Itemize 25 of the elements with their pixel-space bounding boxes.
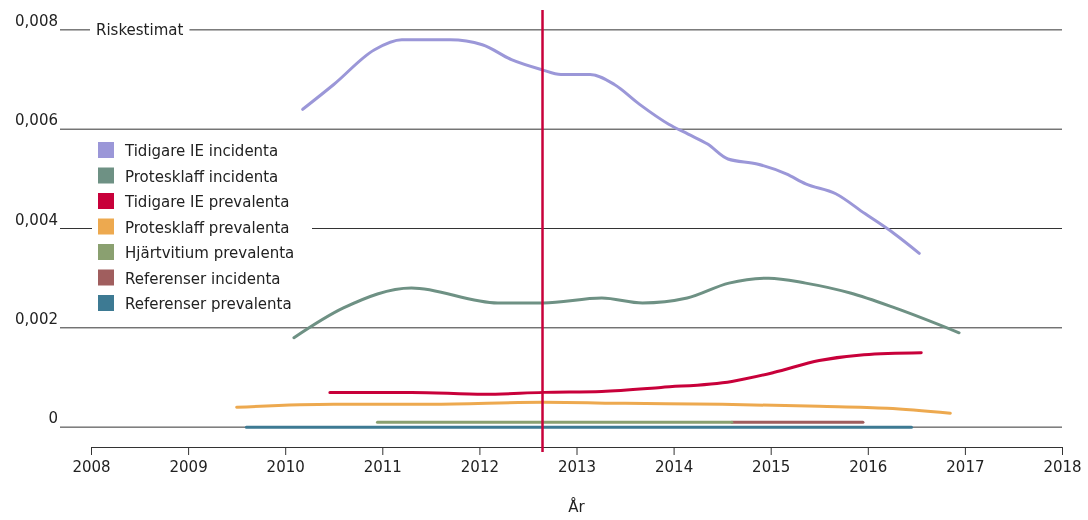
- x-tick-label: 2011: [363, 457, 402, 476]
- y-axis-title: Riskestimat: [96, 20, 184, 39]
- y-tick-label: 0: [48, 409, 58, 428]
- x-tick-label: 2016: [849, 457, 888, 476]
- legend-label: Protesklaff prevalenta: [125, 218, 290, 237]
- legend-label: Referenser prevalenta: [125, 295, 292, 313]
- x-tick-label: 2014: [655, 457, 694, 476]
- y-tick-label: 0,008: [15, 11, 58, 30]
- x-tick-label: 2009: [169, 457, 208, 476]
- legend-label: Tidigare IE prevalenta: [124, 193, 290, 211]
- x-tick-label: 2018: [1043, 457, 1082, 476]
- x-tick-label: 2013: [557, 457, 597, 476]
- y-tick-label: 0,004: [15, 210, 58, 229]
- legend-label: Tidigare IE incidenta: [124, 142, 279, 160]
- legend-label: Protesklaff incidenta: [125, 167, 279, 186]
- y-tick-label: 0,006: [15, 111, 58, 130]
- x-tick-label: 2012: [460, 457, 499, 476]
- legend-label: Hjärtvitium prevalenta: [125, 244, 295, 262]
- y-tick-label: 0,002: [15, 309, 58, 328]
- x-axis-title: År: [568, 497, 586, 516]
- x-tick-label: 2008: [72, 457, 111, 476]
- x-tick-label: 2010: [266, 457, 305, 476]
- x-tick-label: 2017: [946, 457, 985, 476]
- legend-label: Referenser incidenta: [125, 269, 281, 288]
- x-tick-label: 2015: [752, 457, 791, 476]
